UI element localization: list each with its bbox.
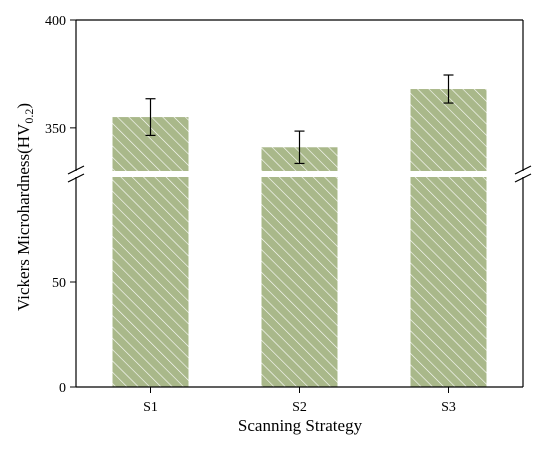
x-tick-label-s1: S1 — [143, 400, 158, 415]
y-tick-label-lower-0: 0 — [59, 381, 66, 396]
y-tick-label-upper-1: 400 — [45, 14, 66, 29]
axis-break-gap — [64, 171, 535, 177]
y-axis-title-main: Vickers Microhardness(HV — [14, 123, 33, 311]
y-axis-title-close: ) — [14, 103, 33, 109]
x-tick-label-s2: S2 — [292, 400, 307, 415]
y-tick-label-lower-1: 50 — [52, 276, 66, 291]
x-axis-title: Scanning Strategy — [238, 416, 363, 435]
y-axis-title: Vickers Microhardness(HV0.2) — [14, 103, 36, 311]
bar-s2 — [261, 147, 338, 387]
y-axis-title-subscript: 0.2 — [22, 109, 36, 124]
bars-layer — [112, 89, 487, 388]
axis-break-mark-right-upper — [514, 165, 532, 175]
axis-break-band — [64, 171, 535, 177]
y-tick-label-upper-0: 350 — [45, 122, 66, 137]
axis-break-mark-left-upper — [67, 165, 85, 175]
axis-break-mark-left-lower — [67, 173, 85, 183]
axis-break-mark-right-lower — [514, 173, 532, 183]
bar-s3 — [410, 89, 487, 388]
ticks-layer: S1 S2 S3 0 50 350 400 — [45, 14, 456, 415]
x-tick-label-s3: S3 — [441, 400, 456, 415]
bar-s1 — [112, 117, 189, 388]
error-bars-layer — [145, 74, 454, 165]
